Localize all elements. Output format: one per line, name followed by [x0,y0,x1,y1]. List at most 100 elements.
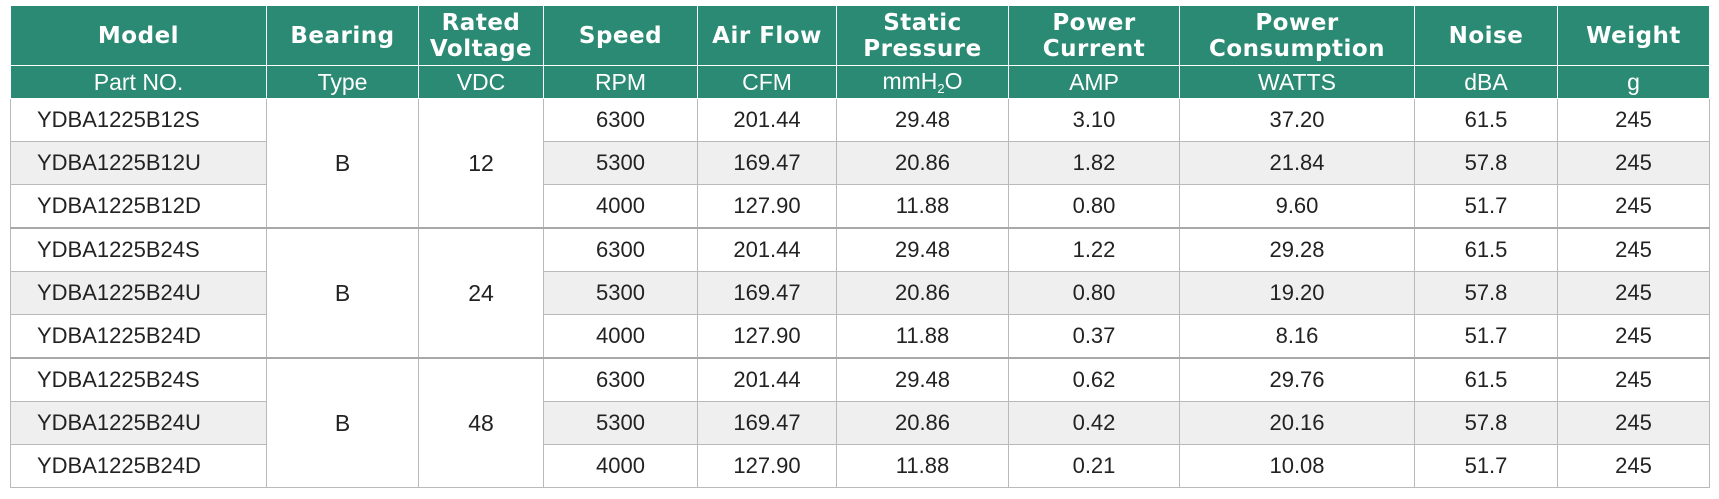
cell-noise: 51.7 [1414,184,1558,229]
cell-weight: 245 [1557,184,1710,229]
col-header-power-consumption: Power Consumption [1179,5,1415,66]
table-row: YDBA1225B12S B 12 6300 201.44 29.48 3.10 37.20 6… [10,98,1710,229]
cell-noise: 57.8 [1414,141,1558,185]
cell-pressure: 20.86 [836,401,1009,445]
cell-speed: 5300 [543,141,698,185]
cell-current: 0.21 [1008,444,1180,488]
col-header-air-flow: Air Flow [697,5,837,66]
cell-model: YDBA1225B12D [10,184,267,229]
cell-rated-voltage: 12 [418,98,544,229]
cell-airflow: 169.47 [697,401,837,445]
cell-model: YDBA1225B24S [10,227,267,272]
cell-power: 10.08 [1179,444,1415,488]
cell-bearing-type: B [266,227,419,359]
cell-model: YDBA1225B24D [10,314,267,359]
table-row: YDBA1225B24D 4000 127.90 11.88 0.37 8.16 51.7 2… [10,314,1710,359]
cell-current: 3.10 [1008,98,1180,142]
header-row-units: Part NO. Type VDC RPM CFM mmH2O AMP WATT… [10,65,1710,99]
col-header-power-current: Power Current [1008,5,1180,66]
unit-vdc: VDC [418,65,544,99]
table-row: YDBA1225B24S B 24 6300 201.44 29.48 1.22 29.28 6… [10,227,1710,359]
cell-bearing-type: B [266,98,419,229]
cell-weight: 245 [1557,271,1710,315]
cell-speed: 4000 [543,444,698,488]
cell-model: YDBA1225B12U [10,141,267,185]
cell-pressure: 11.88 [836,444,1009,488]
cell-weight: 245 [1557,141,1710,185]
cell-rated-voltage: 48 [418,357,544,488]
cell-pressure: 11.88 [836,314,1009,359]
unit-dba: dBA [1414,65,1558,99]
cell-noise: 51.7 [1414,314,1558,359]
table-row: YDBA1225B24U 5300 169.47 20.86 0.42 20.16 57.8… [10,401,1710,445]
cell-model: YDBA1225B24U [10,401,267,445]
cell-weight: 245 [1557,314,1710,359]
cell-speed: 4000 [543,314,698,359]
cell-current: 1.22 [1008,227,1180,272]
cell-bearing-type: B [266,357,419,488]
cell-airflow: 169.47 [697,271,837,315]
cell-noise: 61.5 [1414,357,1558,402]
cell-airflow: 201.44 [697,227,837,272]
cell-power: 9.60 [1179,184,1415,229]
cell-model: YDBA1225B24S [10,357,267,402]
col-header-static-pressure: Static Pressure [836,5,1009,66]
cell-current: 0.62 [1008,357,1180,402]
cell-pressure: 20.86 [836,271,1009,315]
unit-cfm: CFM [697,65,837,99]
col-header-rated-voltage: Rated Voltage [418,5,544,66]
col-header-bearing: Bearing [266,5,419,66]
cell-pressure: 29.48 [836,357,1009,402]
cell-noise: 61.5 [1414,227,1558,272]
col-header-model: Model [10,5,267,66]
unit-mmh2o: mmH2O [836,65,1009,99]
cell-current: 1.82 [1008,141,1180,185]
cell-current: 0.80 [1008,271,1180,315]
spec-table-container: Model Bearing Rated Voltage Speed Air Fl… [10,5,1710,488]
unit-rpm: RPM [543,65,698,99]
header-row-titles: Model Bearing Rated Voltage Speed Air Fl… [10,5,1710,66]
cell-speed: 6300 [543,357,698,402]
cell-noise: 51.7 [1414,444,1558,488]
cell-model: YDBA1225B24D [10,444,267,488]
cell-power: 29.28 [1179,227,1415,272]
cell-airflow: 127.90 [697,314,837,359]
cell-current: 0.37 [1008,314,1180,359]
fan-spec-table: Model Bearing Rated Voltage Speed Air Fl… [10,5,1710,488]
col-header-weight: Weight [1557,5,1710,66]
cell-power: 37.20 [1179,98,1415,142]
cell-weight: 245 [1557,357,1710,402]
cell-noise: 61.5 [1414,98,1558,142]
cell-weight: 245 [1557,401,1710,445]
table-row: YDBA1225B24D 4000 127.90 11.88 0.21 10.08 51.7… [10,444,1710,488]
cell-speed: 5300 [543,271,698,315]
cell-power: 21.84 [1179,141,1415,185]
table-body: YDBA1225B12S B 12 6300 201.44 29.48 3.10 37.20 6… [10,98,1710,488]
cell-power: 29.76 [1179,357,1415,402]
cell-weight: 245 [1557,444,1710,488]
cell-pressure: 29.48 [836,227,1009,272]
cell-weight: 245 [1557,227,1710,272]
unit-type: Type [266,65,419,99]
cell-speed: 6300 [543,98,698,142]
cell-speed: 6300 [543,227,698,272]
table-header: Model Bearing Rated Voltage Speed Air Fl… [10,5,1710,99]
cell-pressure: 20.86 [836,141,1009,185]
unit-part-no: Part NO. [10,65,267,99]
col-header-speed: Speed [543,5,698,66]
table-row: YDBA1225B24S B 48 6300 201.44 29.48 0.62 29.76 6… [10,357,1710,488]
table-row: YDBA1225B12D 4000 127.90 11.88 0.80 9.60 51.7 2… [10,184,1710,229]
cell-airflow: 169.47 [697,141,837,185]
cell-power: 19.20 [1179,271,1415,315]
cell-current: 0.42 [1008,401,1180,445]
cell-current: 0.80 [1008,184,1180,229]
cell-noise: 57.8 [1414,271,1558,315]
cell-model: YDBA1225B12S [10,98,267,142]
cell-speed: 4000 [543,184,698,229]
cell-pressure: 11.88 [836,184,1009,229]
cell-speed: 5300 [543,401,698,445]
unit-watts: WATTS [1179,65,1415,99]
cell-weight: 245 [1557,98,1710,142]
cell-rated-voltage: 24 [418,227,544,359]
cell-airflow: 127.90 [697,444,837,488]
